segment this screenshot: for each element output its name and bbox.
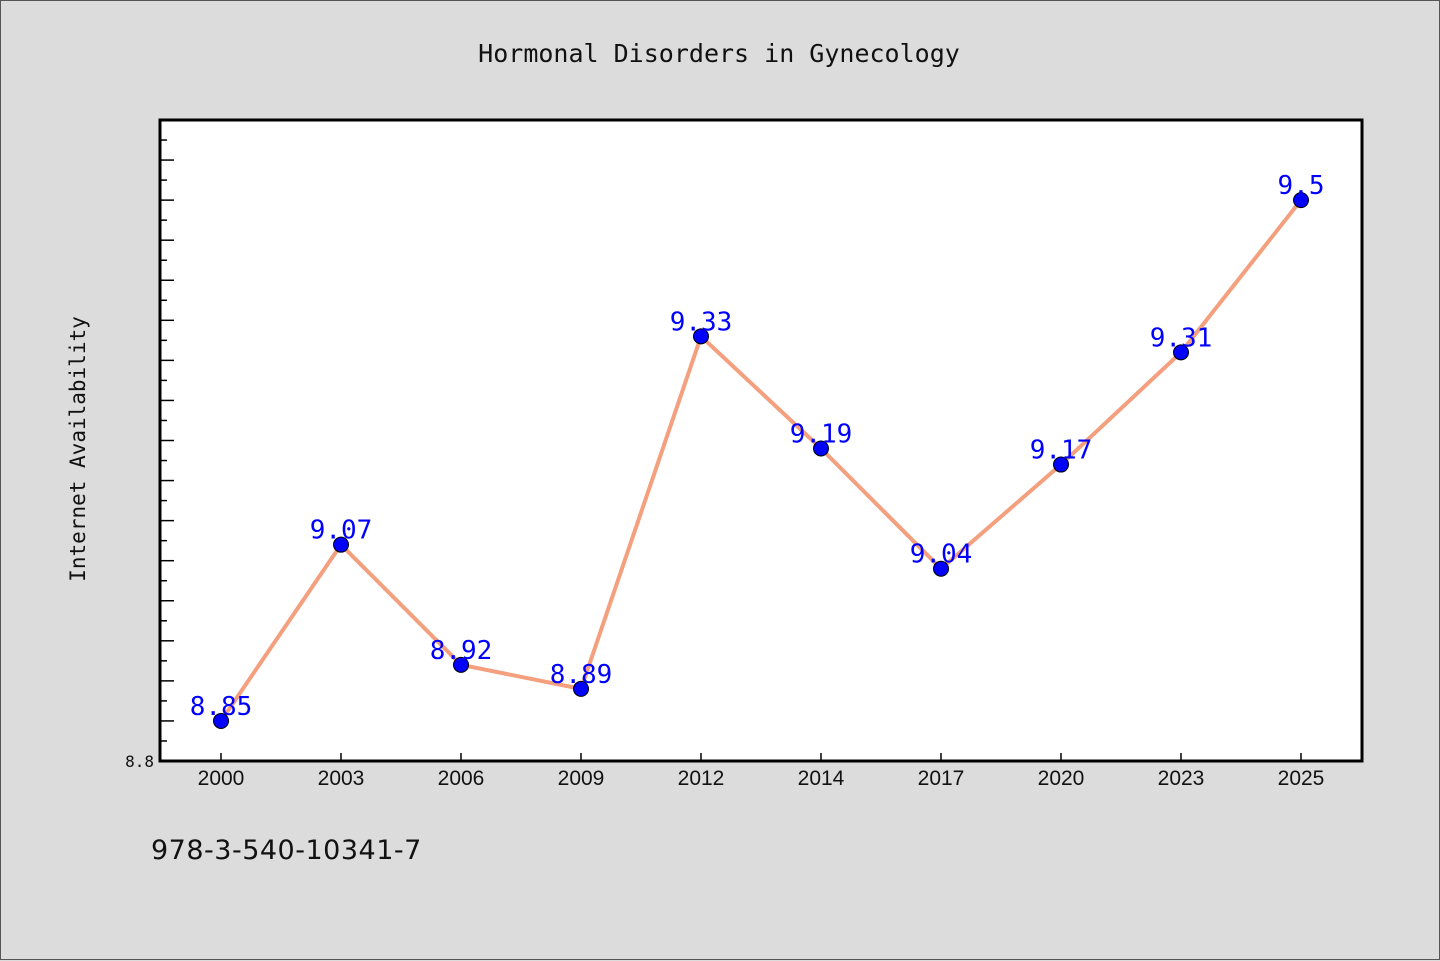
x-tick-label: 2006 [438,767,485,790]
data-label: 9.31 [1150,323,1213,353]
data-label: 9.07 [310,516,373,546]
x-tick-label: 2009 [558,767,605,790]
y-tick-label: 8.8 [125,752,154,771]
data-point [213,712,229,729]
x-tick-label: 2014 [798,767,845,790]
y-axis-label: Internet Availability [66,316,90,582]
data-point [1293,192,1309,209]
x-axis-ticks: 2000 2003 2006 2009 2012 2014 2017 2020 2023 2025 [198,753,1325,790]
y-axis-ticks: 8.8 [125,119,174,771]
data-point [573,680,589,697]
series-line [219,198,1303,723]
x-tick-label: 2000 [198,767,245,790]
data-label: 9.04 [910,540,973,570]
plot-area [158,118,1364,763]
footer-code: 978-3-540-10341-7 [151,835,422,866]
x-tick-label: 2017 [918,767,965,790]
x-tick-label: 2012 [678,767,725,790]
data-point [1053,456,1069,473]
x-tick-label: 2023 [1158,767,1205,790]
series-group: 8.85 9.07 8.92 8.89 9.33 9.19 9.04 9.17 9.31 9.5 [190,171,1325,729]
data-label: 9.19 [790,420,853,450]
x-tick-label: 2003 [318,767,365,790]
data-label: 8.92 [430,636,493,666]
data-point [1173,344,1189,361]
data-label: 9.33 [670,307,733,337]
data-point [693,328,709,345]
data-label: 8.89 [550,660,613,690]
data-label: 8.85 [190,692,253,722]
data-label: 9.17 [1030,436,1093,466]
data-point [453,656,469,673]
x-tick-label: 2025 [1278,767,1325,790]
data-label: 9.5 [1278,171,1325,201]
data-point [333,536,349,553]
chart-title: Hormonal Disorders in Gynecology [478,39,960,68]
data-point [813,440,829,457]
x-tick-label: 2020 [1038,767,1085,790]
data-point [933,560,949,577]
